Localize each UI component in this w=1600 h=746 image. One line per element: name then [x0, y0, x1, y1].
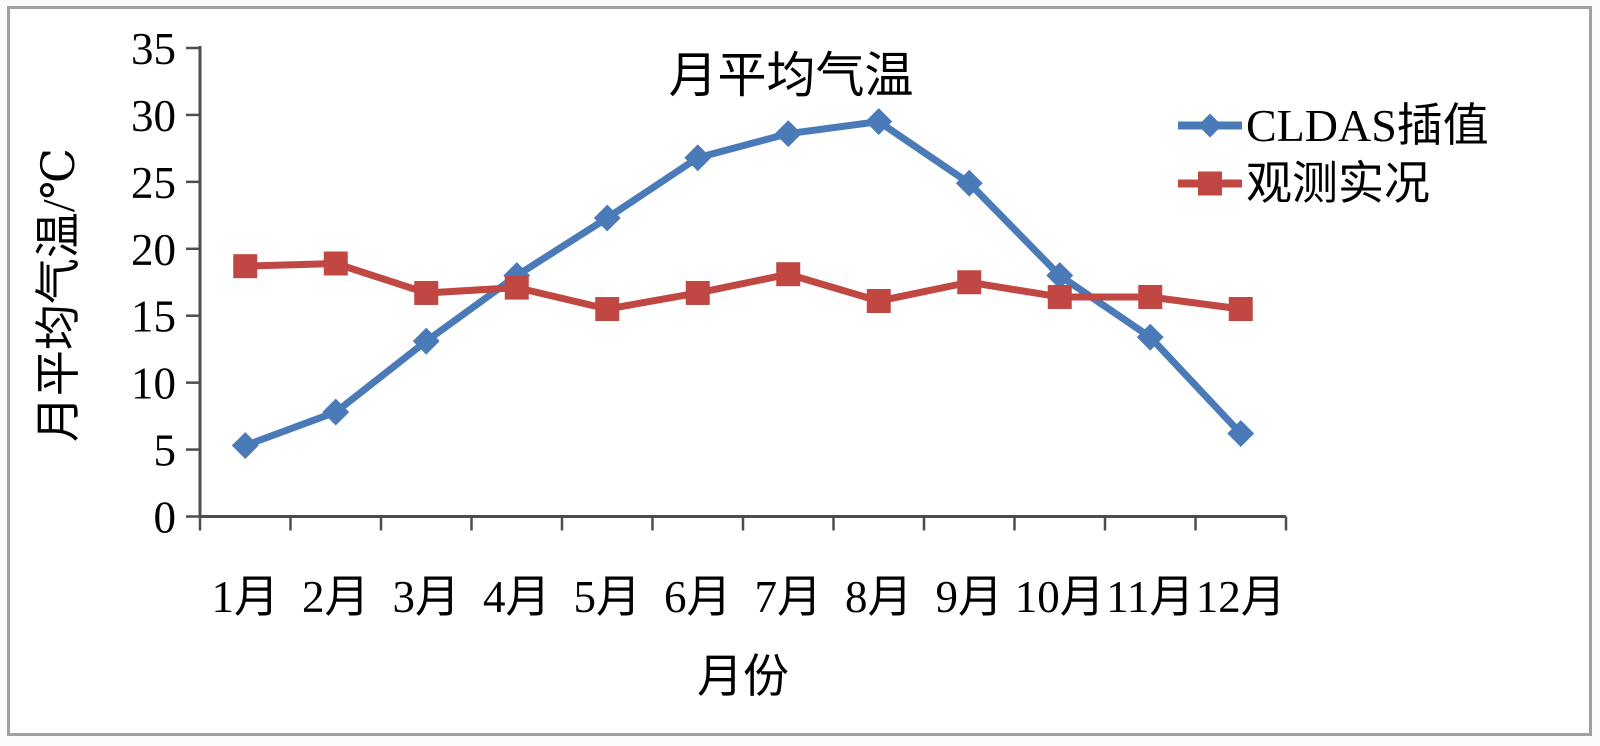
- square-marker-icon: [1198, 171, 1222, 196]
- diamond-marker-icon: [231, 432, 259, 459]
- x-tick-label: 8月: [845, 572, 913, 622]
- legend-markers: [1178, 113, 1242, 196]
- y-tick-label: 30: [131, 91, 176, 141]
- square-marker-icon: [685, 280, 710, 305]
- x-tick-label: 5月: [573, 572, 641, 622]
- y-tick-label: 35: [131, 24, 176, 74]
- x-tick-label: 6月: [664, 572, 732, 622]
- square-marker-icon: [1138, 284, 1163, 309]
- y-tick-label: 5: [154, 426, 177, 476]
- series-1: [233, 251, 1253, 322]
- diamond-marker-icon: [774, 120, 802, 148]
- square-marker-icon: [1228, 297, 1253, 322]
- legend: CLDAS插值 观测实况: [1178, 100, 1489, 209]
- series-layer: [231, 108, 1255, 459]
- series-line-0: [241, 118, 1245, 450]
- square-marker-icon: [233, 254, 258, 279]
- diamond-marker-icon: [1197, 113, 1223, 138]
- x-tick-label: 1月: [211, 572, 279, 622]
- y-tick-label: 10: [131, 359, 176, 409]
- x-tick-label: 2月: [302, 572, 370, 622]
- x-tick-label: 12月: [1196, 572, 1286, 622]
- x-axis-title: 月份: [697, 651, 789, 702]
- square-marker-icon: [595, 297, 620, 322]
- square-marker-icon: [776, 262, 801, 287]
- x-tick-label: 3月: [392, 572, 460, 622]
- square-marker-icon: [957, 270, 982, 295]
- square-marker-icon: [866, 288, 891, 313]
- x-tick-label: 10月: [1015, 572, 1105, 622]
- x-tick-label: 11月: [1106, 572, 1194, 622]
- square-marker-icon: [504, 275, 529, 300]
- legend-label-cldas: CLDAS插值: [1246, 100, 1489, 151]
- y-tick-label: 15: [131, 292, 176, 342]
- y-tick-label: 0: [154, 493, 177, 543]
- x-tick-label: 9月: [935, 572, 1003, 622]
- chart-title: 月平均气温: [668, 48, 913, 103]
- x-tick-label: 4月: [483, 572, 551, 622]
- series-line-1: [241, 260, 1245, 313]
- y-axis-title: 月平均气温/℃: [33, 148, 84, 442]
- square-marker-icon: [414, 280, 439, 305]
- chart-frame: [7, 6, 1592, 736]
- y-tick-label: 25: [131, 158, 176, 208]
- legend-label-observed: 观测实况: [1246, 158, 1430, 209]
- axes-layer: 0 5 10 15 20 25 30 35 1月 2月 3月 4月 5月 6月 7月 8月 9月 10月 11月 12…: [131, 24, 1288, 622]
- square-marker-icon: [1047, 284, 1072, 309]
- square-marker-icon: [323, 251, 348, 276]
- x-tick-label: 7月: [754, 572, 822, 622]
- y-tick-label: 20: [131, 225, 176, 275]
